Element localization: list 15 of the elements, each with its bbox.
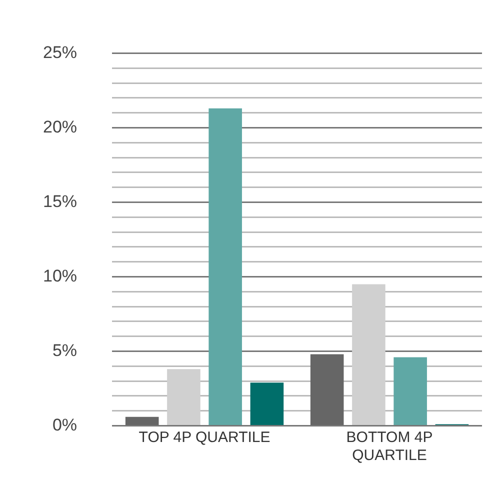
bar	[250, 382, 284, 426]
bar	[394, 357, 427, 426]
y-tick-label: 20%	[42, 117, 78, 136]
bar	[310, 354, 344, 426]
y-tick-label: 5%	[52, 340, 78, 360]
y-tick-label: 25%	[42, 42, 78, 62]
bar	[125, 416, 159, 426]
x-tick-label: BOTTOM 4P QUARTILE	[346, 428, 433, 464]
bar	[167, 369, 200, 426]
bar	[352, 284, 386, 426]
x-tick-label: TOP 4P QUARTILE	[138, 428, 270, 446]
y-tick-label: 15%	[42, 192, 78, 211]
bar	[208, 108, 242, 426]
y-tick-label: 10%	[42, 266, 78, 286]
y-tick-label: 0%	[52, 415, 78, 434]
